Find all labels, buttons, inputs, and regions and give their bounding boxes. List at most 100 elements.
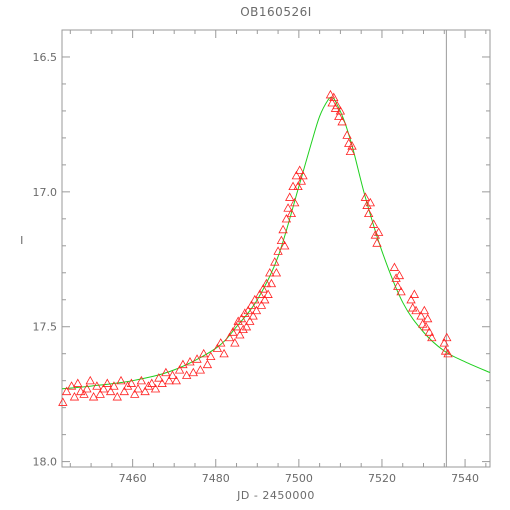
data-point xyxy=(116,375,126,385)
data-point xyxy=(424,327,435,336)
data-point xyxy=(337,116,347,126)
data-point xyxy=(373,227,384,236)
data-point xyxy=(230,338,240,347)
data-point xyxy=(263,289,273,298)
data-point xyxy=(109,381,119,390)
data-point xyxy=(256,300,267,309)
data-point xyxy=(250,294,260,304)
data-point xyxy=(280,240,290,250)
data-point xyxy=(345,146,356,155)
data-point xyxy=(439,338,449,347)
data-point xyxy=(270,257,280,266)
model-curve xyxy=(61,96,491,390)
data-point xyxy=(261,278,272,288)
data-point xyxy=(195,365,206,374)
data-point xyxy=(360,192,371,201)
data-points xyxy=(58,89,453,406)
data-point xyxy=(178,359,188,369)
data-point xyxy=(88,392,99,401)
data-point xyxy=(122,381,133,390)
x-tick-label: 7500 xyxy=(285,472,313,485)
data-point xyxy=(133,383,143,393)
data-point xyxy=(188,367,198,377)
data-point xyxy=(273,246,283,255)
x-tick-label: 7460 xyxy=(119,472,147,485)
data-point xyxy=(238,324,248,334)
data-point xyxy=(363,208,374,218)
data-point xyxy=(334,111,344,120)
data-point xyxy=(286,208,297,218)
data-point xyxy=(76,386,86,396)
data-point xyxy=(327,98,337,107)
chart-title: OB160526I xyxy=(240,5,312,19)
data-point xyxy=(389,262,400,271)
data-point xyxy=(66,381,77,390)
data-point xyxy=(370,230,380,239)
data-point xyxy=(219,348,229,358)
data-point xyxy=(202,359,213,369)
data-point xyxy=(154,373,164,382)
data-point xyxy=(285,192,295,201)
data-point xyxy=(95,389,105,398)
data-point xyxy=(231,321,242,331)
data-point xyxy=(298,170,308,180)
data-point xyxy=(365,197,376,207)
data-point xyxy=(98,383,109,393)
data-point xyxy=(248,311,258,320)
data-point xyxy=(362,200,372,209)
data-point xyxy=(112,392,122,401)
data-point xyxy=(181,370,192,379)
data-point xyxy=(288,181,298,191)
data-point xyxy=(251,305,262,315)
data-point xyxy=(236,313,247,323)
data-point xyxy=(393,281,403,290)
y-axis-title: I xyxy=(20,234,24,247)
data-point xyxy=(271,267,282,277)
data-point xyxy=(224,332,235,342)
data-point xyxy=(372,238,382,247)
data-point xyxy=(406,294,416,304)
data-point xyxy=(216,338,226,347)
data-point xyxy=(443,348,453,358)
data-point xyxy=(147,378,157,387)
data-point xyxy=(140,386,150,396)
data-point xyxy=(260,294,270,304)
data-point xyxy=(347,141,357,150)
data-point xyxy=(199,348,209,358)
data-point xyxy=(408,303,418,312)
data-point xyxy=(335,106,346,115)
data-point xyxy=(69,392,80,401)
data-point xyxy=(411,305,421,315)
data-point xyxy=(342,130,352,139)
data-point xyxy=(235,329,245,339)
data-point xyxy=(126,378,137,387)
data-point xyxy=(212,343,223,352)
data-point xyxy=(174,365,185,374)
data-point xyxy=(243,305,253,315)
data-point xyxy=(442,332,452,342)
data-point xyxy=(332,100,342,110)
data-point xyxy=(119,386,130,396)
data-point xyxy=(92,381,102,390)
x-tick-label: 7520 xyxy=(368,472,396,485)
data-point xyxy=(281,214,292,223)
data-point xyxy=(291,170,302,180)
data-point xyxy=(418,319,428,328)
y-tick-label: 18.0 xyxy=(33,456,58,469)
data-point xyxy=(241,321,252,331)
data-point xyxy=(427,332,437,342)
data-point xyxy=(79,389,89,398)
data-point xyxy=(73,378,83,387)
data-point xyxy=(150,383,161,393)
data-point xyxy=(105,386,116,396)
data-point xyxy=(161,367,171,377)
data-point xyxy=(296,176,307,185)
data-point xyxy=(409,289,420,298)
y-tick-label: 17.0 xyxy=(33,186,58,199)
y-tick-label: 16.5 xyxy=(33,51,58,64)
x-axis-title: JD - 2450000 xyxy=(236,489,315,502)
data-point xyxy=(61,386,72,396)
data-point xyxy=(192,354,202,363)
plot-frame xyxy=(61,29,491,468)
